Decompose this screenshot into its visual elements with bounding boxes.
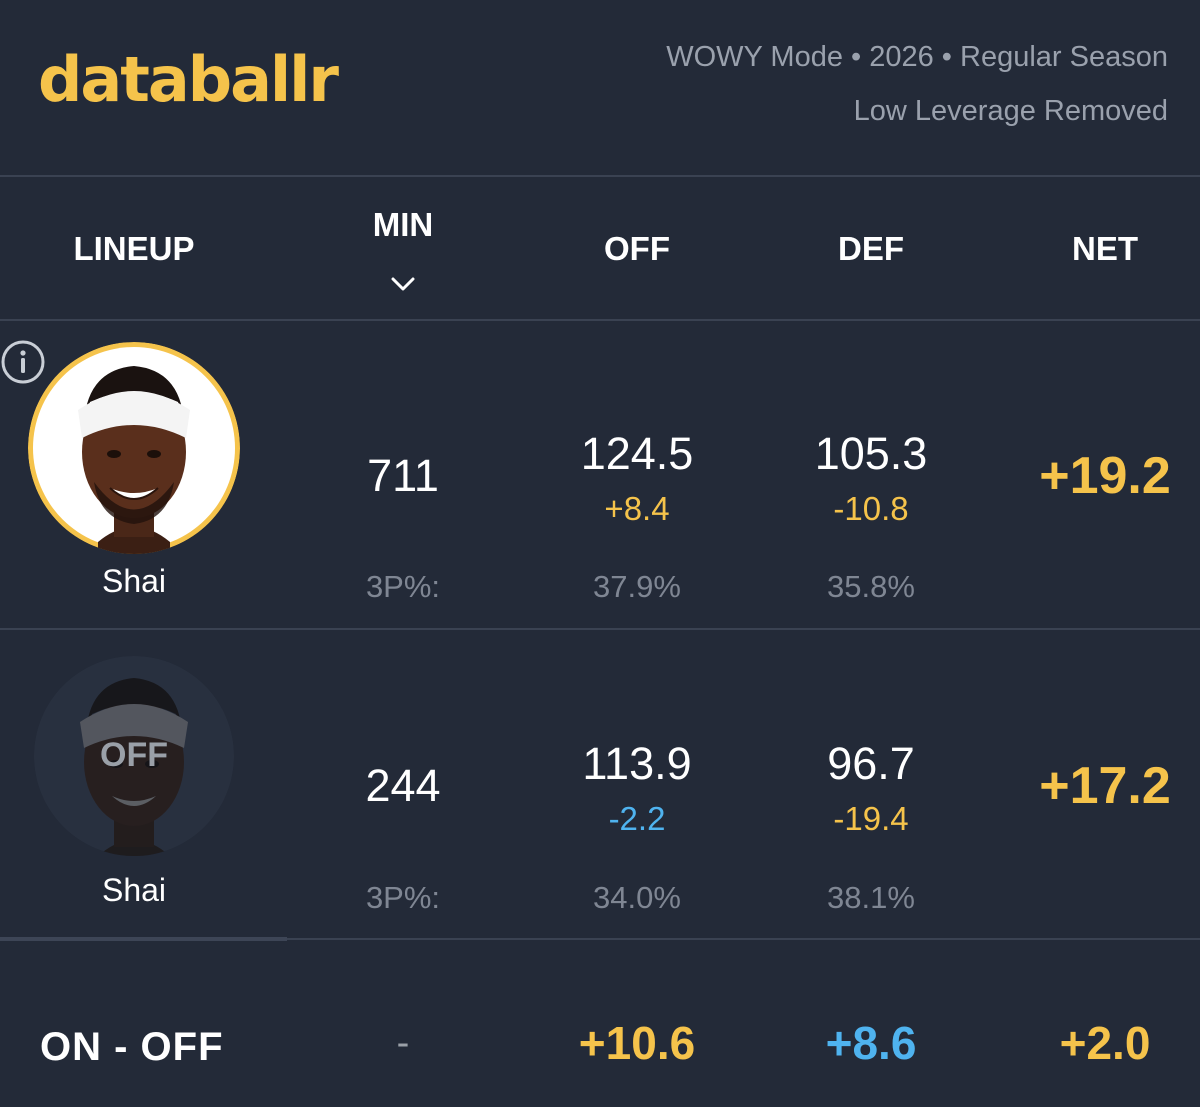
summary-off: +10.6 [578, 1017, 696, 1069]
divider [0, 628, 1200, 630]
player-name: Shai [101, 872, 167, 908]
def-delta: -19.4 [833, 800, 909, 837]
min-value: 711 [367, 450, 439, 501]
row-indicator [0, 937, 287, 941]
min-value: 244 [365, 760, 441, 811]
player-headshot [28, 342, 240, 554]
player-name: Shai [101, 563, 167, 599]
player-avatar-on[interactable] [28, 342, 240, 554]
on-off-label: ON - OFF [40, 1025, 224, 1069]
col-header-net[interactable]: NET [1072, 230, 1138, 267]
col-header-off[interactable]: OFF [604, 230, 670, 267]
net-rating: +19.2 [1039, 447, 1171, 505]
mode-line[interactable]: WOWY Mode • 2026 • Regular Season [666, 41, 1168, 73]
col-header-min[interactable]: MIN [372, 206, 434, 243]
divider [0, 175, 1200, 177]
off-three-pt: 37.9% [593, 569, 681, 604]
net-rating: +17.2 [1039, 757, 1171, 815]
databallr-logo[interactable]: databallr [38, 43, 339, 116]
chevron-down-icon[interactable] [391, 276, 415, 292]
summary-def: +8.6 [825, 1017, 917, 1069]
col-header-lineup: LINEUP [73, 230, 195, 267]
header: databallr WOWY Mode • 2026 • Regular Sea… [0, 0, 1200, 175]
off-delta: +8.4 [604, 490, 670, 527]
summary-min: - [396, 1022, 410, 1064]
off-three-pt: 34.0% [593, 880, 681, 915]
def-three-pt: 38.1% [827, 880, 915, 915]
info-icon[interactable] [0, 339, 46, 385]
three-pt-label: 3P%: [365, 569, 441, 604]
off-delta: -2.2 [608, 800, 666, 837]
def-rating: 105.3 [814, 428, 928, 479]
player-avatar-off[interactable]: OFF [34, 656, 234, 856]
col-header-def[interactable]: DEF [838, 230, 904, 267]
player-headshot [34, 656, 234, 856]
def-delta: -10.8 [833, 490, 909, 527]
off-rating: 113.9 [582, 738, 692, 789]
off-badge: OFF [100, 736, 168, 774]
divider [0, 938, 1200, 940]
filter-line[interactable]: Low Leverage Removed [853, 95, 1168, 127]
def-rating: 96.7 [827, 738, 915, 789]
divider [0, 319, 1200, 321]
filter-meta: WOWY Mode • 2026 • Regular Season Low Le… [666, 30, 1168, 138]
summary-net: +2.0 [1059, 1017, 1151, 1069]
off-rating: 124.5 [580, 428, 694, 479]
three-pt-label: 3P%: [365, 880, 441, 915]
def-three-pt: 35.8% [827, 569, 915, 604]
